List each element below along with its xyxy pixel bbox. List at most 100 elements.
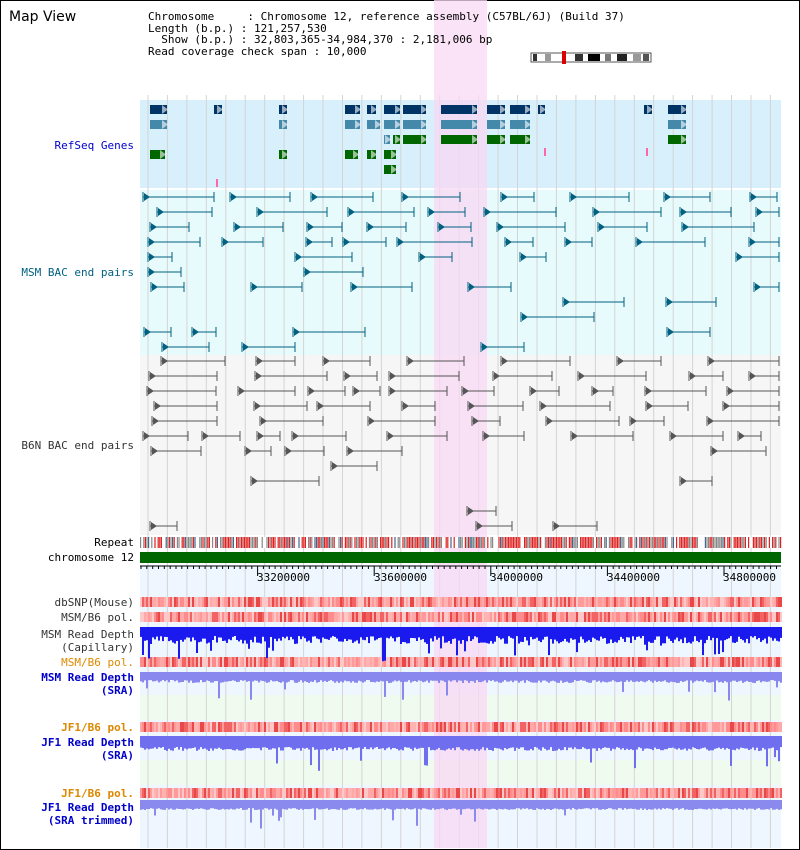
b6n-bac-pair-arrow [150, 372, 156, 380]
jf1-b6-pol-cell [360, 722, 362, 732]
msm-depth-capillary-bar [698, 627, 700, 643]
b6n-bac-pair-arrow [318, 402, 324, 410]
jf1-b6-pol-cell [630, 722, 632, 732]
msm-b6-pol-2-cell [456, 657, 458, 667]
msm-depth-capillary-bar [548, 627, 550, 656]
repeat-element [188, 537, 190, 548]
jf1-depth-trimmed-bar [682, 800, 684, 809]
msm-b6-pol-cell [366, 612, 368, 622]
msm-b6-pol-cell [404, 612, 406, 622]
msm-b6-pol-cell [538, 612, 540, 622]
msm-depth-capillary-bar [472, 627, 474, 640]
msm-depth-sra-bar [384, 672, 386, 697]
jf1-depth-trimmed-bar [550, 800, 552, 810]
jf1-b6-pol-2-cell [222, 788, 224, 798]
jf1-b6-pol-cell [494, 722, 496, 732]
dbsnp-cell [152, 597, 154, 607]
jf1-b6-pol-2-cell [634, 788, 636, 798]
dbsnp-cell [700, 597, 702, 607]
msm-depth-capillary-bar [556, 627, 558, 642]
msm-b6-pol-cell [740, 612, 742, 622]
msm-b6-pol-cell [540, 612, 542, 622]
track-label-jf1-depth-sra: JF1 Read Depth (SRA) [41, 736, 134, 762]
jf1-depth-sra-bar [734, 736, 736, 751]
msm-depth-capillary-bar [512, 627, 514, 639]
jf1-b6-pol-2-cell [362, 788, 364, 798]
msm-b6-pol-2-cell [486, 657, 488, 667]
b6n-bac-pair-arrow [647, 402, 653, 410]
repeat-element [223, 537, 225, 548]
msm-b6-pol-cell [368, 612, 370, 622]
msm-depth-sra-bar [526, 672, 528, 681]
msm-depth-sra-bar [174, 672, 176, 682]
msm-b6-pol-cell [608, 612, 610, 622]
jf1-depth-trimmed-bar [736, 800, 738, 810]
dbsnp-cell [342, 597, 344, 607]
jf1-b6-pol-cell [678, 722, 680, 732]
jf1-b6-pol-cell [548, 722, 550, 732]
msm-b6-pol-2-cell [508, 657, 510, 667]
jf1-b6-pol-cell [254, 722, 256, 732]
dbsnp-cell [412, 597, 414, 607]
msm-depth-sra-bar [764, 672, 766, 682]
msm-b6-pol-cell [622, 612, 624, 622]
jf1-depth-sra-bar [560, 736, 562, 751]
msm-depth-capillary-bar [370, 627, 372, 637]
jf1-depth-sra-bar [642, 736, 644, 751]
msm-b6-pol-cell [714, 612, 716, 622]
msm-b6-pol-cell [468, 612, 470, 622]
msm-depth-capillary-bar [162, 627, 164, 642]
repeat-element [372, 537, 374, 548]
msm-b6-pol-2-cell [290, 657, 292, 667]
msm-depth-sra-bar [224, 672, 226, 682]
dbsnp-cell [532, 597, 534, 607]
jf1-depth-trimmed-bar [198, 800, 200, 809]
msm-b6-pol-cell [636, 612, 638, 622]
msm-depth-capillary-bar [202, 627, 204, 639]
track-label-b6n-bac[interactable]: B6N BAC end pairs [21, 439, 134, 452]
msm-b6-pol-cell [480, 612, 482, 622]
msm-b6-pol-cell [466, 612, 468, 622]
jf1-b6-pol-2-cell [254, 788, 256, 798]
jf1-depth-sra-bar [744, 736, 746, 749]
jf1-b6-pol-2-cell [526, 788, 528, 798]
track-label-refseq[interactable]: RefSeq Genes [54, 139, 134, 152]
msm-b6-pol-cell [294, 612, 296, 622]
msm-depth-sra-bar [360, 672, 362, 682]
msm-b6-pol-2-cell [560, 657, 562, 667]
repeat-element [492, 537, 494, 548]
msm-b6-pol-cell [590, 612, 592, 622]
dbsnp-cell [140, 597, 142, 607]
jf1-b6-pol-2-cell [322, 788, 324, 798]
msm-depth-sra-bar [262, 672, 264, 681]
msm-b6-pol-cell [686, 612, 688, 622]
jf1-depth-sra-bar [524, 736, 526, 751]
repeat-element [596, 537, 598, 548]
jf1-b6-pol-cell [482, 722, 484, 732]
repeat-element [586, 537, 588, 548]
repeat-element [740, 537, 742, 548]
msm-depth-capillary-bar [168, 627, 170, 642]
msm-b6-pol-2-cell [388, 657, 390, 667]
jf1-depth-trimmed-bar [538, 800, 540, 810]
track-label-msm-bac[interactable]: MSM BAC end pairs [21, 266, 134, 279]
jf1-depth-trimmed-bar [476, 800, 478, 809]
msm-depth-sra-bar [568, 672, 570, 683]
jf1-depth-trimmed-bar [488, 800, 490, 810]
jf1-depth-trimmed-bar [378, 800, 380, 810]
msm-b6-pol-2-cell [390, 657, 392, 667]
b6n-bac-pair-arrow [369, 417, 375, 425]
msm-depth-capillary-bar [648, 627, 650, 642]
jf1-b6-pol-2-cell [706, 788, 708, 798]
msm-bac-pair-arrow [599, 223, 605, 231]
msm-depth-capillary-bar [522, 627, 524, 642]
dbsnp-cell [180, 597, 182, 607]
msm-b6-pol-2-cell [496, 657, 498, 667]
jf1-depth-trimmed-bar [716, 800, 718, 809]
jf1-depth-trimmed-bar [632, 800, 634, 809]
jf1-depth-sra-bar [224, 736, 226, 750]
b6n-bac-pair-arrow [712, 447, 718, 455]
msm-depth-sra-bar [766, 672, 768, 682]
msm-depth-sra-bar [658, 672, 660, 682]
